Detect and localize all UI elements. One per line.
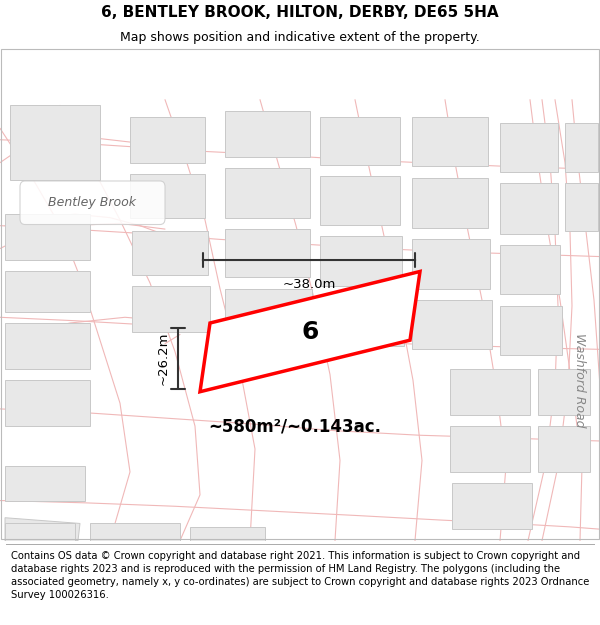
Text: ~26.2m: ~26.2m xyxy=(157,332,170,385)
Polygon shape xyxy=(320,298,404,346)
Polygon shape xyxy=(412,117,488,166)
Polygon shape xyxy=(225,289,312,338)
Text: Map shows position and indicative extent of the property.: Map shows position and indicative extent… xyxy=(120,31,480,44)
Text: ~38.0m: ~38.0m xyxy=(283,278,335,291)
Polygon shape xyxy=(538,426,590,472)
Polygon shape xyxy=(130,117,205,162)
Text: Bentley Brook: Bentley Brook xyxy=(49,196,137,209)
Polygon shape xyxy=(5,323,90,369)
Polygon shape xyxy=(412,239,490,289)
Polygon shape xyxy=(538,369,590,414)
Polygon shape xyxy=(190,527,265,541)
Polygon shape xyxy=(90,524,180,541)
Polygon shape xyxy=(320,176,400,224)
Text: Washford Road: Washford Road xyxy=(574,333,587,428)
Polygon shape xyxy=(320,117,400,165)
Polygon shape xyxy=(10,106,100,180)
Polygon shape xyxy=(5,466,85,501)
Polygon shape xyxy=(500,183,558,234)
Polygon shape xyxy=(450,369,530,414)
Polygon shape xyxy=(500,306,562,355)
Polygon shape xyxy=(130,174,205,218)
Polygon shape xyxy=(565,183,598,231)
Polygon shape xyxy=(412,177,488,228)
Polygon shape xyxy=(132,231,208,275)
Polygon shape xyxy=(450,426,530,472)
Polygon shape xyxy=(132,286,210,332)
Text: 6: 6 xyxy=(301,320,319,344)
Polygon shape xyxy=(5,518,80,541)
FancyBboxPatch shape xyxy=(20,181,165,224)
Polygon shape xyxy=(320,236,402,286)
Text: ~580m²/~0.143ac.: ~580m²/~0.143ac. xyxy=(209,417,382,435)
Text: Contains OS data © Crown copyright and database right 2021. This information is : Contains OS data © Crown copyright and d… xyxy=(11,551,589,601)
Polygon shape xyxy=(225,229,310,278)
Polygon shape xyxy=(5,524,75,541)
Polygon shape xyxy=(565,122,598,172)
Polygon shape xyxy=(5,380,90,426)
Polygon shape xyxy=(225,111,310,157)
Polygon shape xyxy=(5,271,90,311)
Polygon shape xyxy=(225,168,310,217)
Polygon shape xyxy=(500,122,558,172)
Polygon shape xyxy=(412,300,492,349)
Polygon shape xyxy=(200,271,420,392)
Text: 6, BENTLEY BROOK, HILTON, DERBY, DE65 5HA: 6, BENTLEY BROOK, HILTON, DERBY, DE65 5H… xyxy=(101,6,499,21)
Polygon shape xyxy=(500,245,560,294)
Polygon shape xyxy=(452,483,532,529)
Polygon shape xyxy=(5,214,90,260)
